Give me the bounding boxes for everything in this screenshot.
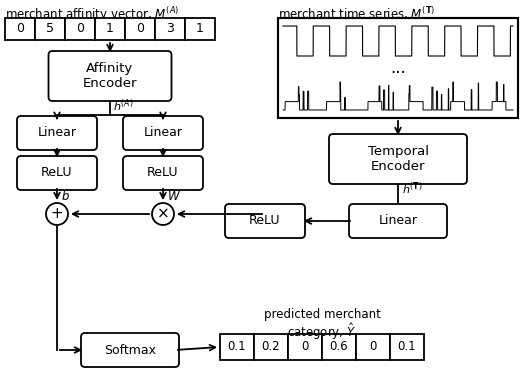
Bar xyxy=(356,334,390,360)
Text: Linear: Linear xyxy=(144,126,182,140)
Text: 0.1: 0.1 xyxy=(398,340,416,353)
Text: 0: 0 xyxy=(301,340,309,353)
Bar xyxy=(390,334,424,360)
Text: 0.2: 0.2 xyxy=(261,340,280,353)
Text: 5: 5 xyxy=(46,22,54,35)
FancyBboxPatch shape xyxy=(329,134,467,184)
Text: category, $\hat{Y}$: category, $\hat{Y}$ xyxy=(287,321,357,342)
Text: 0: 0 xyxy=(76,22,84,35)
Bar xyxy=(220,334,254,360)
FancyBboxPatch shape xyxy=(17,116,97,150)
Text: $b$: $b$ xyxy=(61,189,70,203)
Text: Temporal
Encoder: Temporal Encoder xyxy=(367,145,429,173)
Text: ReLU: ReLU xyxy=(249,215,281,228)
Text: 0.1: 0.1 xyxy=(228,340,246,353)
Text: ReLU: ReLU xyxy=(41,167,73,180)
Text: 0: 0 xyxy=(369,340,377,353)
FancyBboxPatch shape xyxy=(225,204,305,238)
Text: 0: 0 xyxy=(16,22,24,35)
Bar xyxy=(288,334,322,360)
Text: 3: 3 xyxy=(166,22,174,35)
Text: predicted merchant: predicted merchant xyxy=(264,308,380,321)
Bar xyxy=(185,18,215,40)
FancyBboxPatch shape xyxy=(17,156,97,190)
Circle shape xyxy=(152,203,174,225)
Text: +: + xyxy=(51,206,63,221)
Text: $h^{(\mathbf{T})}$: $h^{(\mathbf{T})}$ xyxy=(402,181,422,197)
Bar xyxy=(322,334,356,360)
Text: merchant time series, $M^{(\mathbf{T})}$: merchant time series, $M^{(\mathbf{T})}$ xyxy=(278,5,435,22)
Text: ...: ... xyxy=(390,59,406,77)
Text: 0: 0 xyxy=(136,22,144,35)
Text: 1: 1 xyxy=(106,22,114,35)
Text: ReLU: ReLU xyxy=(147,167,179,180)
Bar xyxy=(278,18,518,118)
FancyBboxPatch shape xyxy=(123,116,203,150)
Circle shape xyxy=(46,203,68,225)
Text: 1: 1 xyxy=(196,22,204,35)
Bar xyxy=(254,334,288,360)
Text: merchant affinity vector, $M^{(A)}$: merchant affinity vector, $M^{(A)}$ xyxy=(5,5,179,24)
Text: Affinity
Encoder: Affinity Encoder xyxy=(83,62,137,90)
Bar xyxy=(125,18,155,40)
Text: Softmax: Softmax xyxy=(104,343,156,356)
Text: ×: × xyxy=(157,206,169,221)
Text: Linear: Linear xyxy=(38,126,77,140)
FancyBboxPatch shape xyxy=(49,51,171,101)
Bar xyxy=(95,18,125,40)
Bar xyxy=(155,18,185,40)
Text: $W$: $W$ xyxy=(167,189,181,202)
FancyBboxPatch shape xyxy=(349,204,447,238)
FancyBboxPatch shape xyxy=(81,333,179,367)
Bar xyxy=(35,18,65,40)
Text: Linear: Linear xyxy=(378,215,418,228)
Bar xyxy=(5,18,35,40)
FancyBboxPatch shape xyxy=(123,156,203,190)
Bar xyxy=(65,18,95,40)
Text: $h^{(A)}$: $h^{(A)}$ xyxy=(113,98,134,114)
Text: 0.6: 0.6 xyxy=(330,340,348,353)
